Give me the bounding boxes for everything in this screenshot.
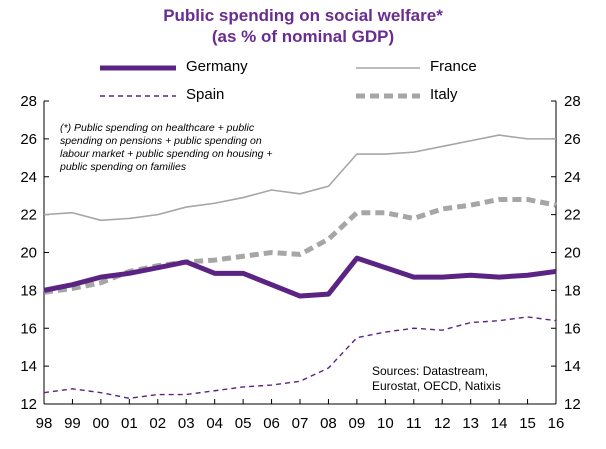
x-tick-label: 09: [349, 415, 366, 432]
y-tick-label-right: 20: [564, 245, 581, 262]
x-tick-label: 16: [548, 415, 565, 432]
x-tick-label: 11: [406, 415, 422, 432]
footnote: (*) Public spending on healthcare + publ…: [60, 122, 330, 174]
chart-subtitle: (as % of nominal GDP): [211, 27, 395, 46]
y-tick-label-left: 18: [20, 282, 37, 299]
y-tick-label-right: 14: [564, 358, 581, 375]
y-tick-label-right: 26: [564, 131, 581, 148]
series-line-italy: [43, 196, 557, 295]
y-tick-label-left: 14: [20, 358, 37, 375]
sources-note: Sources: Datastream, Eurostat, OECD, Nat…: [372, 364, 501, 394]
y-tick-label-left: 26: [20, 131, 37, 148]
legend-label-spain: Spain: [186, 86, 225, 103]
y-tick-label-left: 22: [20, 207, 37, 224]
x-tick-label: 00: [93, 415, 110, 432]
chart-title: Public spending on social welfare*: [163, 6, 443, 25]
sources-line: Eurostat, OECD, Natixis: [372, 379, 501, 393]
y-tick-label-left: 28: [20, 93, 37, 110]
legend: [100, 65, 420, 99]
legend-label-france: France: [430, 58, 477, 75]
x-tick-label: 04: [206, 415, 223, 432]
x-tick-label: 07: [292, 415, 309, 432]
x-tick-label: 12: [434, 415, 451, 432]
y-tick-label-left: 12: [20, 396, 37, 413]
y-tick-label-right: 16: [564, 320, 581, 337]
x-tick-label: 05: [235, 415, 252, 432]
x-tick-label: 13: [462, 415, 479, 432]
y-tick-label-right: 24: [564, 169, 581, 186]
legend-label-italy: Italy: [430, 86, 458, 103]
x-tick-label: 15: [519, 415, 536, 432]
x-tick-label: 99: [64, 415, 81, 432]
axes: 12 12 14 14 16 16 18 18 20 20 22 22 24 24 26 26 28 28 98 99…: [20, 93, 580, 432]
x-tick-label: 14: [491, 415, 508, 432]
y-tick-label-left: 24: [20, 169, 37, 186]
series-line-germany: [43, 255, 557, 299]
x-tick-label: 03: [178, 415, 195, 432]
y-tick-label-right: 18: [564, 282, 581, 299]
x-tick-label: 02: [149, 415, 166, 432]
y-tick-label-right: 28: [564, 93, 581, 110]
series-line-france: [43, 134, 556, 222]
x-tick-label: 10: [377, 415, 394, 432]
x-tick-label: 06: [263, 415, 280, 432]
y-tick-label-right: 22: [564, 207, 581, 224]
legend-label-germany: Germany: [186, 58, 248, 75]
y-tick-label-left: 20: [20, 245, 37, 262]
x-tick-label: 01: [121, 415, 138, 432]
footnote-line: spending on pensions + public spending o…: [60, 135, 262, 147]
footnote-line: labour market + public spending on housi…: [60, 148, 273, 160]
footnote-line: (*) Public spending on healthcare + publ…: [60, 122, 255, 134]
x-tick-label: 98: [36, 415, 53, 432]
sources-line: Sources: Datastream,: [372, 364, 489, 378]
y-tick-label-right: 12: [564, 396, 581, 413]
footnote-line: public spending on families: [60, 161, 187, 173]
y-tick-label-left: 16: [20, 320, 37, 337]
x-tick-label: 08: [320, 415, 337, 432]
series-lines: [43, 134, 557, 400]
